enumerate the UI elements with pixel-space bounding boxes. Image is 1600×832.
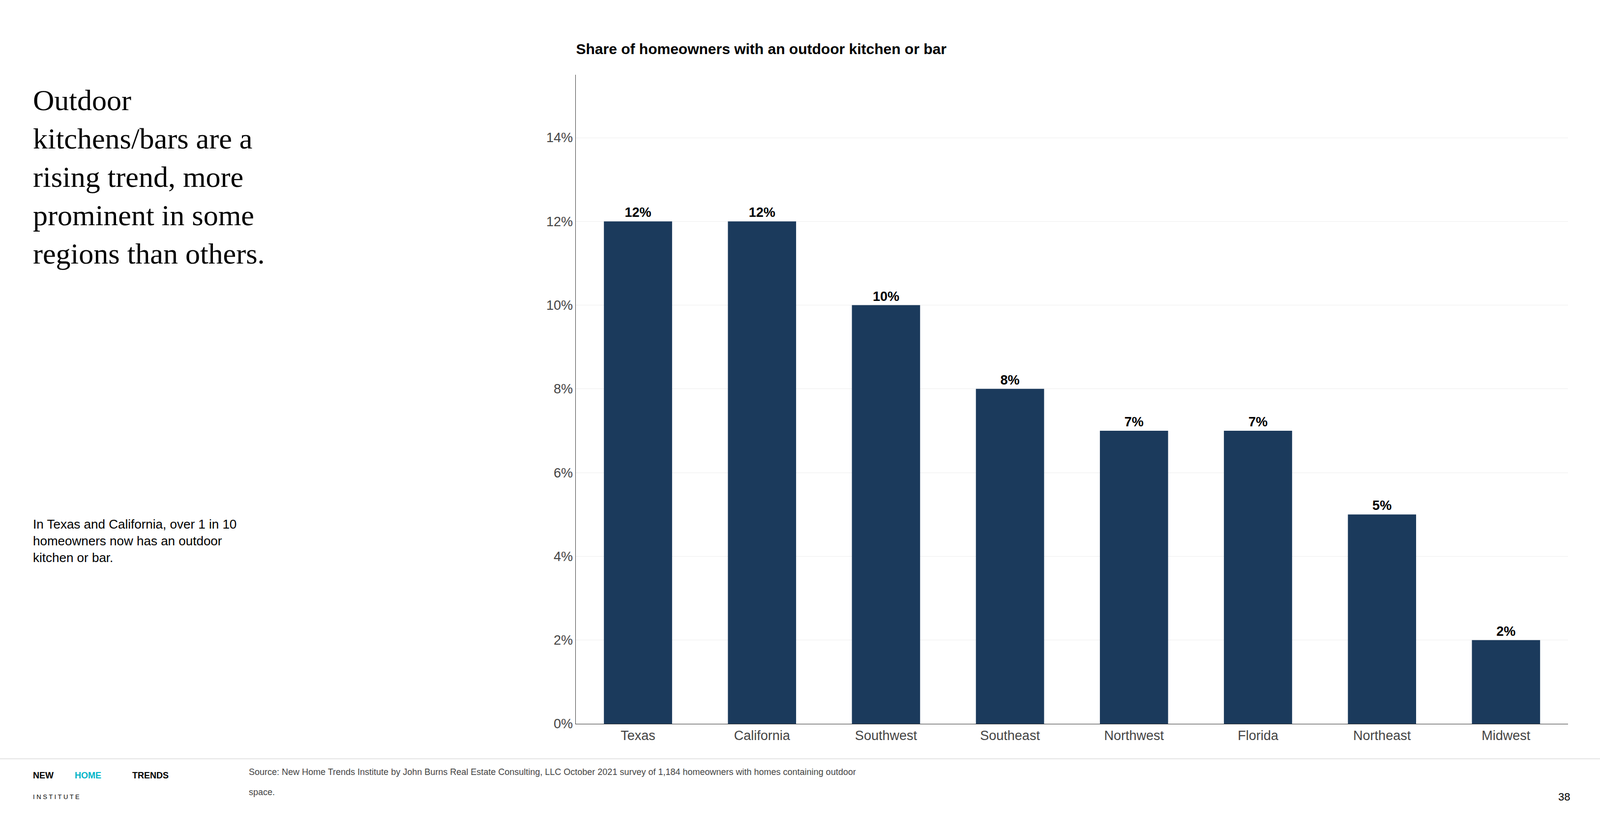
svg-text:8%: 8% — [1000, 372, 1020, 388]
svg-text:Share of homeowners with an ou: Share of homeowners with an outdoor kitc… — [575, 40, 947, 58]
svg-text:Outdoorkitchens/bars are arisi: Outdoorkitchens/bars are arising trend, … — [32, 84, 266, 270]
svg-text:12%: 12% — [546, 214, 573, 230]
svg-text:6%: 6% — [553, 465, 573, 481]
svg-text:Northwest: Northwest — [1103, 728, 1164, 743]
svg-text:14%: 14% — [546, 130, 573, 146]
svg-text:Florida: Florida — [1237, 728, 1279, 743]
svg-text:12%: 12% — [624, 205, 652, 220]
svg-text:NEW: NEW — [32, 770, 54, 781]
svg-text:space.: space. — [248, 787, 275, 798]
svg-text:2%: 2% — [553, 632, 573, 648]
svg-text:HOME: HOME — [74, 770, 102, 781]
svg-text:Source: New Home Trends Instit: Source: New Home Trends Institute by Joh… — [248, 767, 857, 777]
svg-text:Northeast: Northeast — [1353, 728, 1412, 743]
svg-text:7%: 7% — [1248, 414, 1268, 430]
svg-text:In Texas and California, over: In Texas and California, over 1 in 10hom… — [32, 516, 237, 565]
svg-text:Southeast: Southeast — [979, 728, 1040, 743]
svg-text:0%: 0% — [553, 716, 573, 732]
svg-text:7%: 7% — [1124, 414, 1144, 430]
svg-text:12%: 12% — [748, 205, 776, 220]
svg-text:California: California — [734, 728, 791, 743]
svg-text:10%: 10% — [872, 289, 900, 304]
svg-text:Midwest: Midwest — [1481, 728, 1531, 743]
svg-text:10%: 10% — [546, 297, 573, 313]
svg-text:38: 38 — [1558, 790, 1571, 803]
svg-text:5%: 5% — [1372, 498, 1392, 513]
svg-text:Southwest: Southwest — [855, 728, 918, 743]
svg-text:8%: 8% — [553, 381, 573, 397]
svg-text:2%: 2% — [1496, 623, 1516, 639]
svg-text:4%: 4% — [553, 549, 573, 564]
svg-text:TRENDS: TRENDS — [132, 770, 169, 781]
svg-text:Texas: Texas — [620, 728, 656, 743]
svg-text:I N S T I T U T E: I N S T I T U T E — [32, 793, 80, 801]
